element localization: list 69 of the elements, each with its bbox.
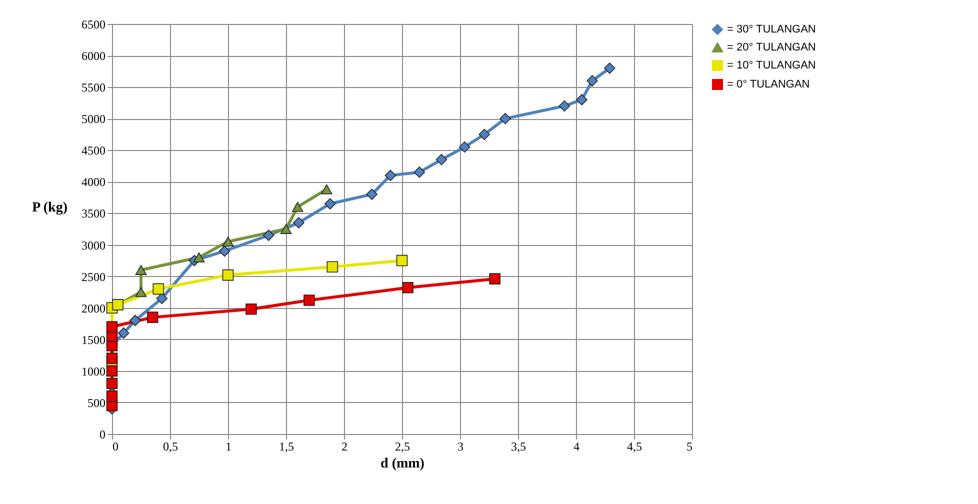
legend-label: = 10° TULANGAN xyxy=(727,60,816,72)
y-tick-label: 4500 xyxy=(82,144,106,158)
point xyxy=(402,282,414,294)
x-tick-label: 2,5 xyxy=(395,440,410,454)
point xyxy=(106,390,118,402)
point xyxy=(304,294,315,306)
point xyxy=(112,299,124,310)
point xyxy=(106,378,118,390)
y-tick-label: 6000 xyxy=(82,49,106,64)
point xyxy=(489,273,500,284)
point xyxy=(576,94,588,106)
point xyxy=(135,265,147,275)
point xyxy=(146,312,158,323)
y-tick-label: 1500 xyxy=(82,332,106,347)
point xyxy=(586,75,598,86)
point xyxy=(130,314,141,326)
point xyxy=(280,224,292,234)
point xyxy=(152,283,164,295)
point xyxy=(262,230,274,241)
point xyxy=(458,141,470,153)
legend-label: = 20° TULANGAN xyxy=(727,42,816,54)
point xyxy=(500,112,511,124)
point xyxy=(604,62,616,74)
point xyxy=(292,202,304,212)
x-tick-label: 4 xyxy=(574,440,580,454)
y-tick-label: 6500 xyxy=(82,18,106,32)
y-tick-label: 500 xyxy=(88,396,106,410)
y-tick-label: 0 xyxy=(100,428,106,442)
legend-label: = 30° TULANGAN xyxy=(727,24,816,36)
point xyxy=(436,154,448,166)
point xyxy=(324,198,336,210)
y-tick-label: 5000 xyxy=(82,112,106,126)
y-tick-label: 1000 xyxy=(82,364,106,378)
point xyxy=(106,321,118,332)
y-tick-label: 4000 xyxy=(82,175,106,190)
point xyxy=(320,184,332,194)
point xyxy=(293,217,304,228)
point xyxy=(384,170,396,182)
y-tick-label: 2500 xyxy=(82,270,106,284)
point xyxy=(396,254,408,266)
y-axis-title: P (kg) xyxy=(32,200,68,216)
point xyxy=(135,287,147,298)
y-tick-label: 3000 xyxy=(82,238,106,252)
point xyxy=(414,166,426,178)
y-tick-label: 3500 xyxy=(82,206,106,221)
x-axis-title: d (mm) xyxy=(380,456,425,472)
point xyxy=(193,252,205,262)
point xyxy=(558,100,570,112)
point xyxy=(218,245,230,257)
y-tick-label: 2000 xyxy=(82,301,106,316)
point xyxy=(222,269,234,281)
x-tick-label: 0 xyxy=(112,440,118,454)
x-tick-label: 3 xyxy=(458,440,464,454)
x-tick-label: 3,5 xyxy=(511,440,526,454)
point xyxy=(246,303,257,315)
legend-label: = 0° TULANGAN xyxy=(727,78,810,90)
x-tick-label: 2 xyxy=(342,440,348,454)
x-tick-label: 5 xyxy=(686,440,692,454)
point xyxy=(106,352,118,364)
point xyxy=(366,188,378,200)
x-tick-label: 0,5 xyxy=(163,440,178,454)
y-tick-label: 5500 xyxy=(82,80,106,95)
x-tick-label: 4,5 xyxy=(627,440,642,454)
x-tick-label: 1 xyxy=(226,440,232,454)
point xyxy=(222,236,234,247)
x-tick-label: 1,5 xyxy=(279,440,294,454)
point xyxy=(326,261,338,272)
point xyxy=(478,128,490,140)
point xyxy=(118,327,130,339)
